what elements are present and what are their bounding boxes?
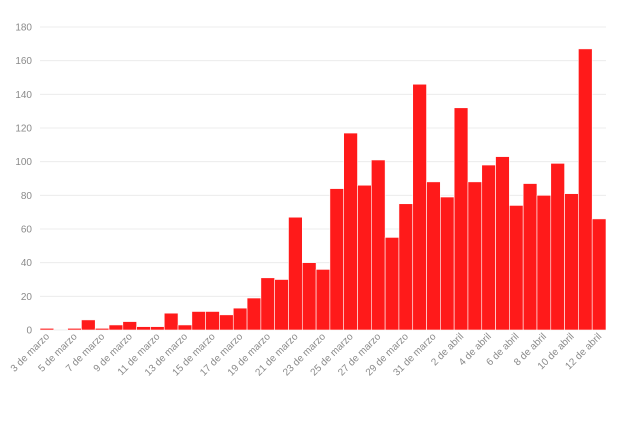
bar [122, 321, 137, 331]
bar [550, 163, 565, 331]
bar [94, 328, 110, 331]
bar [315, 269, 331, 331]
bar [412, 83, 427, 331]
y-tick-label: 80 [21, 191, 33, 202]
bar [578, 48, 593, 331]
bar [440, 196, 455, 331]
gridlines [40, 26, 606, 331]
bar [426, 181, 441, 331]
bar [453, 107, 469, 331]
bar [467, 181, 483, 331]
bar [260, 277, 275, 331]
y-tick-label: 160 [15, 56, 32, 67]
bar [136, 326, 151, 331]
bar [177, 324, 193, 331]
bar [274, 279, 289, 331]
bar [509, 205, 524, 331]
bar [246, 297, 262, 331]
bar [191, 311, 206, 331]
y-tick-label: 180 [15, 23, 32, 34]
bar [522, 183, 538, 331]
y-tick-label: 40 [21, 258, 33, 269]
bar [495, 156, 510, 331]
bar [384, 237, 400, 331]
bar [163, 312, 179, 331]
y-tick-label: 20 [21, 292, 33, 303]
bars [39, 48, 607, 331]
bar [536, 195, 552, 331]
bar [301, 262, 317, 331]
bar [398, 203, 414, 331]
y-tick-label: 0 [26, 326, 32, 337]
y-tick-label: 140 [15, 90, 32, 101]
bar [371, 159, 386, 331]
bar [150, 326, 165, 331]
bar [357, 184, 372, 331]
bar [343, 132, 358, 331]
bar [481, 164, 496, 331]
y-axis-ticks: 0 20 40 60 80 100 120 140 160 180 [15, 23, 32, 337]
bar [288, 216, 303, 331]
bar [108, 324, 124, 331]
bar [329, 188, 345, 331]
y-tick-label: 120 [15, 124, 32, 135]
y-tick-label: 60 [21, 225, 33, 236]
bar [205, 311, 220, 331]
bar [81, 319, 96, 331]
bar [67, 328, 82, 331]
bar [219, 314, 234, 331]
bar [232, 307, 248, 331]
bar [564, 193, 579, 331]
y-tick-label: 100 [15, 157, 32, 168]
bar [591, 218, 607, 331]
bar [39, 328, 55, 331]
